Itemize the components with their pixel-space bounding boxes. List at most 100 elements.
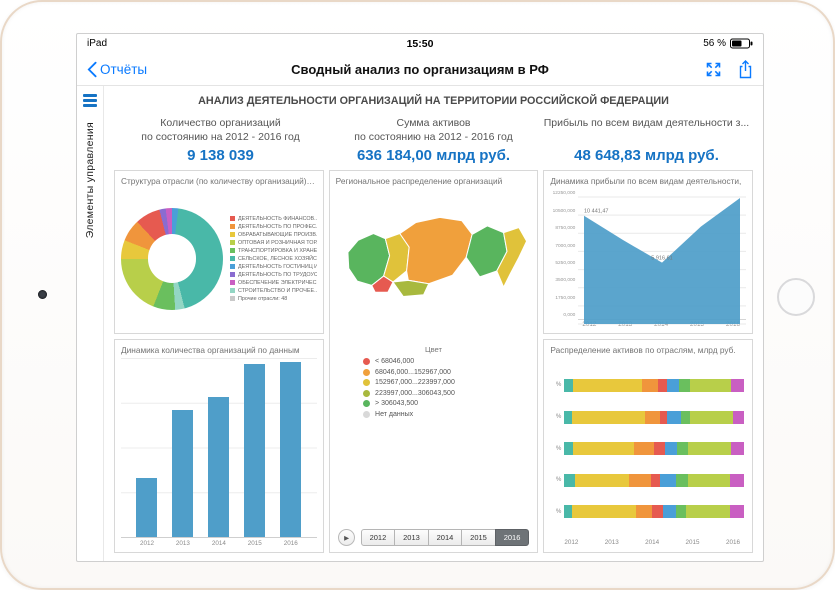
x-tick: 2014 (211, 540, 226, 547)
screen: iPad 15:50 56 % Отчёты (76, 33, 764, 562)
back-button[interactable]: Отчёты (87, 61, 147, 78)
fullscreen-icon[interactable] (705, 61, 722, 78)
battery-percent: 56 % (703, 38, 726, 49)
legend-swatch (363, 379, 371, 387)
profit-yaxis: 12250,000 10500,000 8750,000 7000,000 5250,0… (550, 189, 578, 320)
legend-label: СЕЛЬСКОЕ, ЛЕСНОЕ ХОЗЯЙС... (238, 255, 317, 262)
stacked-segment (654, 442, 665, 456)
navigation-bar: Отчёты Сводный анализ по организациям в … (77, 53, 763, 86)
profit-area-svg: 10 441,47 5 916,61 (578, 196, 747, 325)
y-tick: 3500,000 (555, 278, 576, 284)
time-player: ▶ 2012 2013 2014 2015 2016 (336, 525, 532, 547)
stacked-segment (679, 378, 691, 392)
legend-label: ДЕЯТЕЛЬНОСТЬ ПО ПРОФЕС... (238, 223, 317, 230)
x-tick: 2012 (139, 540, 154, 547)
legend-label: 68046,000...152967,000 (375, 368, 451, 376)
legend-swatch (230, 272, 235, 278)
panel-title: Динамика прибыли по всем видам деятельно… (550, 176, 742, 187)
stacked-segment (564, 410, 572, 424)
panel-regional-map: Региональное распределение организаций (328, 170, 539, 553)
russia-map[interactable] (336, 189, 532, 341)
map-region[interactable] (392, 280, 429, 298)
stacked-segment (666, 378, 680, 392)
map-region[interactable] (398, 217, 473, 285)
legend-swatch (363, 368, 371, 376)
stacked-segment (688, 473, 730, 487)
donut-legend-item: ДЕЯТЕЛЬНОСТЬ ФИНАНСОВ... (230, 216, 317, 222)
stacked-segment (645, 410, 660, 424)
panel-assets-distribution: Распределение активов по отраслям, млрд … (543, 339, 753, 553)
year-button-2016[interactable]: 2016 (494, 529, 530, 546)
page-title: Сводный анализ по организациям в РФ (291, 61, 549, 77)
menu-icon[interactable] (80, 91, 100, 110)
year-button-2013[interactable]: 2013 (394, 529, 429, 546)
legend-label: ТРАНСПОРТИРОВКА И ХРАНЕ... (238, 247, 317, 254)
stacked-segment (731, 378, 744, 392)
bar (244, 364, 266, 537)
legend-label: 223997,000...306043,500 (375, 389, 455, 397)
donut-legend: ДЕЯТЕЛЬНОСТЬ ФИНАНСОВ... ДЕЯТЕЛЬНОСТЬ ПО … (230, 216, 317, 302)
orgs-bars (121, 358, 317, 538)
panel-profit-dynamics: Динамика прибыли по всем видам деятельно… (543, 170, 753, 335)
legend-swatch (230, 288, 235, 294)
donut-legend-item: СЕЛЬСКОЕ, ЛЕСНОЕ ХОЗЯЙС... (230, 256, 317, 262)
legend-swatch (363, 358, 371, 366)
kpi-sublabel: по состоянию на 2012 - 2016 год (141, 131, 300, 144)
map-region[interactable] (495, 227, 527, 288)
donut-legend-item: СТРОИТЕЛЬСТВО И ПРОЧЕЕ... (230, 288, 317, 294)
year-button-2014[interactable]: 2014 (427, 529, 463, 546)
legend-swatch (363, 389, 371, 397)
map-legend-item: 152967,000...223997,000 (363, 379, 504, 387)
stacked-segment (573, 378, 642, 392)
bar (172, 410, 194, 537)
share-icon[interactable] (738, 59, 753, 79)
y-tick: 7000,000 (555, 243, 576, 249)
home-button[interactable] (777, 278, 815, 316)
back-chevron-icon (87, 61, 97, 77)
map-legend-item: > 306043,500 (363, 400, 504, 408)
stacked-segment (657, 378, 667, 392)
play-button[interactable]: ▶ (337, 529, 355, 546)
stacked-segment (664, 442, 678, 456)
panel-grid: Структура отрасли (по количеству организ… (114, 170, 753, 553)
map-region[interactable] (370, 275, 394, 294)
bar (136, 477, 158, 537)
legend-label: < 68046,000 (375, 358, 415, 366)
report-title: АНАЛИЗ ДЕЯТЕЛЬНОСТИ ОРГАНИЗАЦИЙ НА ТЕРРИ… (198, 95, 669, 107)
map-legend-item: Нет данных (363, 410, 504, 418)
stacked-row: % (552, 505, 744, 519)
x-tick: 2015 (685, 539, 700, 546)
x-tick: 2016 (725, 539, 740, 546)
year-button-2012[interactable]: 2012 (360, 529, 396, 546)
panel-orgs-dynamics: Динамика количества организаций по данны… (114, 339, 324, 553)
panel-title: Динамика количества организаций по данны… (121, 345, 300, 356)
play-icon: ▶ (344, 534, 350, 542)
stacked-segment (659, 473, 676, 487)
donut-legend-item: ДЕЯТЕЛЬНОСТЬ ПО ПРОФЕС... (230, 224, 317, 230)
map-legend-item: < 68046,000 (363, 358, 504, 366)
legend-swatch (363, 410, 371, 418)
legend-label: ОПТОВАЯ И РОЗНИЧНАЯ ТОР... (238, 239, 317, 246)
kpi-sublabel: по состоянию на 2012 - 2016 год (354, 131, 513, 144)
legend-swatch (230, 240, 235, 246)
front-camera (38, 290, 47, 299)
battery-icon (730, 38, 753, 49)
x-tick: 2016 (283, 540, 298, 547)
stacked-segment (663, 505, 676, 519)
kpi-value: 9 138 039 (187, 147, 254, 165)
year-button-2015[interactable]: 2015 (461, 529, 496, 546)
legend-label: ДЕЯТЕЛЬНОСТЬ ГОСТИНИЦ И... (238, 263, 317, 270)
legend-label: ОБРАБАТЫВАЮЩИЕ ПРОИЗВ... (238, 231, 317, 238)
kpi-value: 48 648,83 млрд руб. (574, 147, 719, 164)
legend-label: 152967,000...223997,000 (375, 379, 455, 387)
stacked-segment (690, 378, 732, 392)
industry-donut[interactable] (121, 207, 223, 310)
y-tick: 10500,000 (552, 208, 576, 214)
map-legend-item: 68046,000...152967,000 (363, 368, 504, 376)
legend-label: Нет данных (375, 410, 414, 418)
y-tick: 8750,000 (555, 226, 576, 232)
y-tick: 1750,000 (555, 295, 576, 301)
stacked-segment (573, 442, 635, 456)
